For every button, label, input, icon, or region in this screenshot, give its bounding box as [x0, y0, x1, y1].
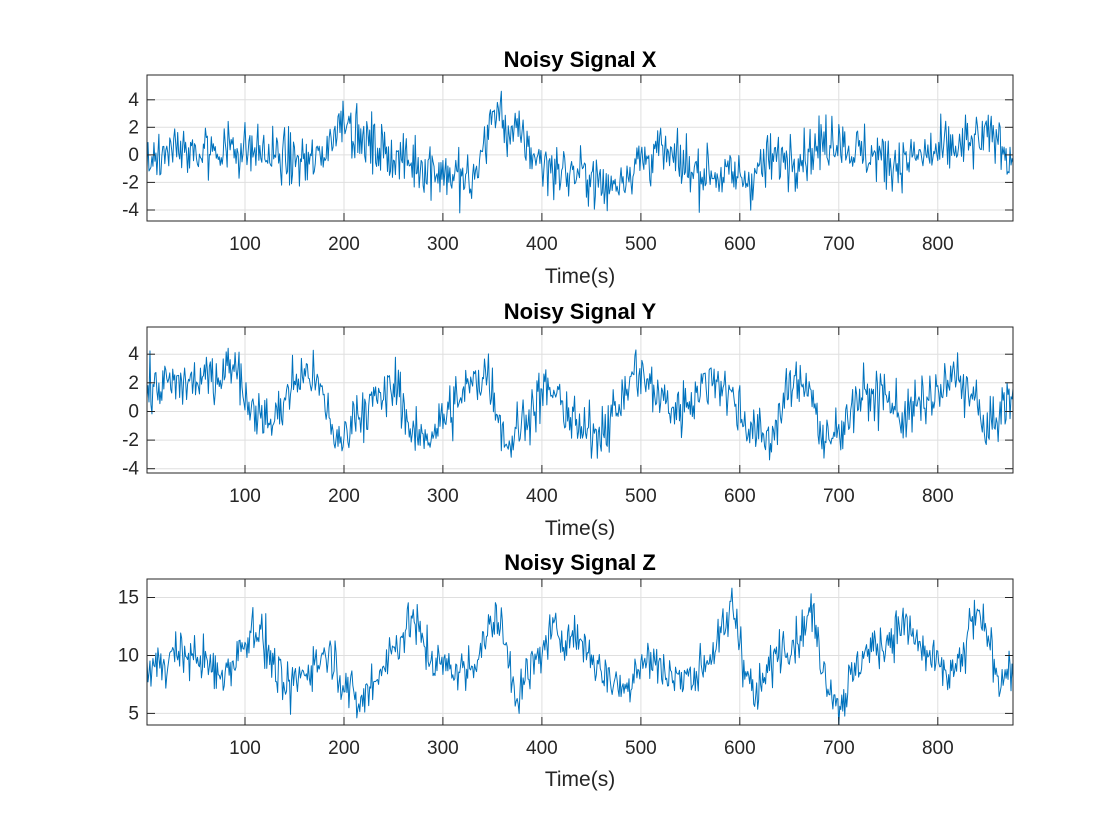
signal-line-0 — [146, 587, 1014, 726]
y-tick-label: 4 — [128, 90, 139, 111]
y-tick-label: 5 — [128, 703, 139, 724]
x-tick-label: 100 — [229, 234, 261, 255]
x-tick-label: 600 — [724, 738, 756, 759]
tick-marks — [147, 579, 1013, 725]
subplot-signal-y: Noisy Signal Y 100 200 300 400 500 600 700 800 -… — [122, 299, 1014, 540]
x-tick-label: 500 — [625, 738, 657, 759]
x-tick-label: 800 — [922, 234, 954, 255]
y-tick-label: 2 — [128, 117, 139, 138]
y-tick-label: 10 — [118, 646, 139, 667]
tick-labels: 100 200 300 400 500 600 700 800 -4 -2 0 2 4 — [122, 90, 954, 255]
x-tick-label: 100 — [229, 738, 261, 759]
x-tick-label: 200 — [328, 234, 360, 255]
x-axis-label: Time(s) — [545, 517, 615, 540]
x-tick-label: 500 — [625, 234, 657, 255]
tick-labels: 100 200 300 400 500 600 700 800 -4 -2 0 2 4 — [122, 344, 954, 507]
subplot-title: Noisy Signal Y — [504, 299, 657, 324]
axes-frame — [146, 578, 1014, 726]
signal-line-0 — [146, 90, 1014, 214]
y-tick-label: -2 — [122, 172, 139, 193]
x-axis-label: Time(s) — [545, 265, 615, 288]
y-tick-label: -4 — [122, 459, 139, 480]
tick-marks — [147, 75, 1013, 221]
x-tick-label: 300 — [427, 234, 459, 255]
x-axis-label: Time(s) — [545, 768, 615, 791]
series-lines — [146, 587, 1014, 726]
y-tick-label: 15 — [118, 588, 139, 609]
signal-line-0 — [146, 347, 1014, 461]
y-tick-label: 0 — [128, 402, 139, 423]
x-tick-label: 200 — [328, 738, 360, 759]
x-tick-label: 200 — [328, 486, 360, 507]
series-lines — [146, 347, 1014, 461]
y-tick-label: 2 — [128, 373, 139, 394]
axes-frame — [146, 326, 1014, 474]
x-tick-label: 700 — [823, 738, 855, 759]
tick-labels: 100 200 300 400 500 600 700 800 5 10 15 — [118, 588, 954, 760]
y-tick-label: 4 — [128, 344, 139, 365]
subplot-signal-z: Noisy Signal Z 100 200 300 400 500 600 700 800 5… — [118, 550, 1014, 791]
x-tick-label: 400 — [526, 486, 558, 507]
x-tick-label: 700 — [823, 486, 855, 507]
x-tick-label: 600 — [724, 486, 756, 507]
x-tick-label: 600 — [724, 234, 756, 255]
tick-marks — [147, 327, 1013, 473]
subplot-title: Noisy Signal X — [504, 47, 657, 72]
x-tick-label: 100 — [229, 486, 261, 507]
x-tick-label: 400 — [526, 738, 558, 759]
x-tick-label: 800 — [922, 738, 954, 759]
x-tick-label: 800 — [922, 486, 954, 507]
x-tick-label: 300 — [427, 738, 459, 759]
subplot-title: Noisy Signal Z — [504, 550, 656, 575]
axes-frame — [146, 74, 1014, 222]
x-tick-label: 500 — [625, 486, 657, 507]
y-tick-label: -4 — [122, 200, 139, 221]
subplot-signal-x: Noisy Signal X 100 200 300 400 500 600 700 800 -… — [122, 47, 1014, 288]
y-tick-label: -2 — [122, 430, 139, 451]
x-tick-label: 300 — [427, 486, 459, 507]
x-tick-label: 400 — [526, 234, 558, 255]
series-lines — [146, 90, 1014, 214]
y-tick-label: 0 — [128, 145, 139, 166]
x-tick-label: 700 — [823, 234, 855, 255]
